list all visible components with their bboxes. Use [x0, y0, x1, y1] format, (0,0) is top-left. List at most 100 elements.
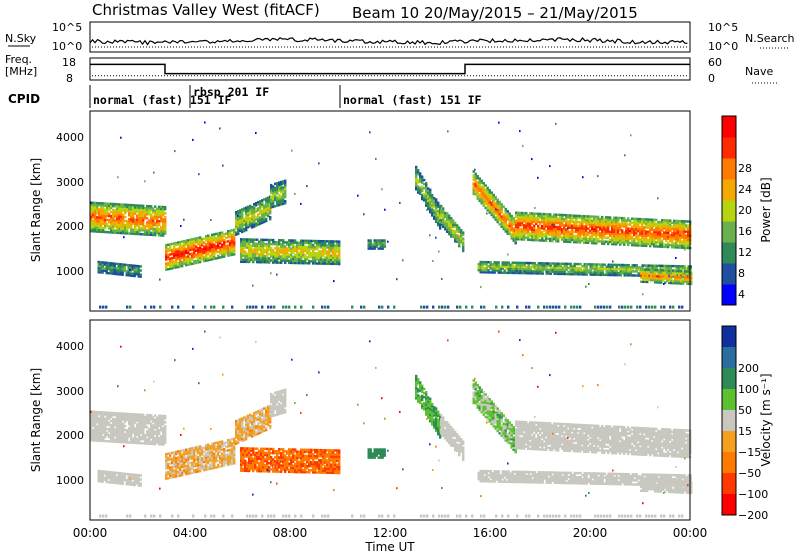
power-cell [241, 208, 244, 211]
power-cell [649, 240, 652, 244]
power-cell [569, 220, 572, 223]
power-cell [282, 247, 285, 250]
power-cell [158, 209, 161, 213]
velocity-cell [92, 437, 95, 440]
power-cell [670, 275, 673, 279]
power-cell [156, 209, 159, 213]
power-cell [563, 226, 566, 229]
power-cell [265, 203, 268, 206]
power-cell [563, 268, 566, 272]
power-cell [171, 248, 174, 252]
power-cell [248, 240, 251, 243]
power-cell [278, 243, 281, 246]
power-cell [179, 255, 182, 258]
power-cbar-swatch [722, 200, 736, 222]
power-cell [260, 254, 263, 258]
power-cell [585, 237, 588, 240]
power-cell [150, 305, 153, 309]
power-cell [294, 257, 297, 261]
power-cell [167, 261, 170, 265]
power-cell [660, 279, 663, 282]
power-cell [625, 227, 628, 230]
power-cell [587, 215, 590, 218]
power-cell [615, 237, 618, 240]
power-cell [587, 271, 590, 274]
power-cell [278, 251, 281, 254]
power-cell [571, 224, 574, 227]
power-cell [240, 240, 243, 243]
velocity-cell [158, 428, 161, 432]
power-cell [167, 263, 170, 267]
power-cell [90, 203, 93, 206]
power-cell [545, 272, 548, 275]
power-cell [129, 270, 132, 273]
power-cell [637, 234, 640, 237]
power-cell [601, 238, 604, 241]
power-cell [152, 223, 155, 227]
power-cell [543, 264, 546, 267]
power-cell [225, 252, 228, 256]
power-cell [543, 235, 546, 238]
velocity-cell [109, 471, 112, 474]
power-cell [674, 271, 677, 275]
power-cell [645, 222, 648, 225]
power-cell [569, 268, 572, 272]
power-cell [308, 253, 311, 257]
velocity-cell [146, 438, 149, 441]
power-cell [605, 267, 608, 271]
power-cell [671, 275, 674, 278]
power-cell [227, 236, 230, 239]
power-cell [140, 233, 143, 236]
power-cell [581, 231, 584, 234]
power-cell [280, 259, 283, 262]
power-cell [653, 236, 656, 240]
power-cell [490, 213, 493, 217]
power-cell [659, 233, 662, 236]
power-cell [318, 262, 321, 265]
power-cell [547, 270, 550, 273]
power-cell [533, 218, 536, 221]
velocity-cell [128, 420, 131, 424]
velocity-cell [103, 472, 106, 475]
velocity-cell [113, 481, 116, 485]
power-cell [237, 228, 240, 231]
power-cell [316, 252, 319, 255]
power-cell [156, 232, 159, 235]
power-cell [169, 247, 172, 250]
power-cell [187, 259, 190, 262]
power-cell [517, 219, 520, 223]
power-cell [121, 269, 124, 272]
power-cell [684, 278, 687, 281]
power-cell [667, 275, 670, 278]
power-cell [476, 195, 479, 198]
power-cell [294, 255, 297, 259]
velocity-cell [160, 429, 163, 432]
velocity-cell [117, 482, 120, 485]
power-cell [611, 234, 614, 238]
power-cell [593, 267, 596, 270]
power-cell [545, 270, 548, 273]
power-cell [431, 208, 434, 211]
power-cell [120, 136, 122, 139]
power-cell [296, 245, 299, 248]
power-cell [525, 269, 528, 273]
power-cell [237, 214, 239, 217]
power-cell [477, 268, 480, 272]
power-cell [651, 228, 654, 232]
velocity-cell [138, 419, 141, 422]
power-cell [450, 233, 453, 236]
power-cell [367, 245, 370, 248]
power-cell [241, 230, 244, 234]
power-cell [678, 276, 681, 279]
power-cell [601, 224, 604, 227]
power-cell [460, 235, 463, 238]
power-cell [265, 211, 268, 215]
power-cell [121, 267, 124, 270]
velocity-cell [97, 471, 100, 475]
power-cell [197, 257, 200, 260]
power-cell [219, 237, 222, 241]
power-cell [484, 184, 487, 187]
power-cell [490, 207, 493, 211]
power-cell [658, 273, 661, 276]
power-cell [219, 252, 222, 255]
